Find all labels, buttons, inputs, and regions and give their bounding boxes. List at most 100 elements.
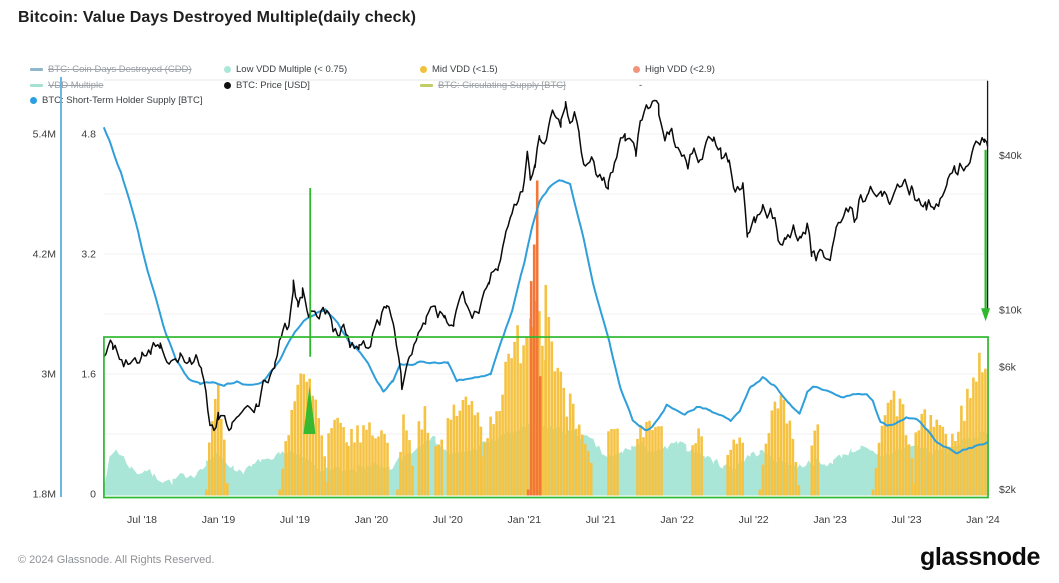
- vdd-bar: [532, 244, 536, 496]
- vdd-bar: [910, 458, 914, 496]
- vdd-bar: [981, 372, 984, 496]
- legend-item-btc-short-term-holder-supply-btc[interactable]: BTC: Short-Term Holder Supply [BTC]: [30, 94, 203, 107]
- legend-label: High VDD (<2.9): [645, 64, 715, 75]
- vdd-bar: [359, 442, 362, 496]
- vdd-bar: [208, 442, 211, 496]
- price-axis-tick: $10k: [999, 305, 1023, 317]
- vdd-bar: [437, 444, 440, 496]
- vdd-bar: [461, 400, 465, 496]
- vdd-bar: [565, 416, 569, 496]
- x-axis-tick: Jul '23: [892, 514, 922, 526]
- vdd-bar: [880, 425, 884, 496]
- legend-label: Mid VDD (<1.5): [432, 64, 498, 75]
- legend-label: Low VDD Multiple (< 0.75): [236, 64, 348, 75]
- vdd-bar: [660, 426, 663, 496]
- vdd-bar: [651, 430, 654, 496]
- supply-axis-tick: 3M: [41, 369, 56, 381]
- vdd-bar: [223, 439, 226, 496]
- vdd-bar: [214, 399, 217, 496]
- x-axis-tick: Jul '20: [433, 514, 463, 526]
- vdd-bar: [302, 374, 305, 496]
- legend-item-high-vdd-2-9[interactable]: High VDD (<2.9): [633, 63, 715, 76]
- vdd-bar: [966, 388, 969, 496]
- vdd-bar: [871, 489, 875, 496]
- vdd-bar: [296, 384, 299, 496]
- vdd-bar: [345, 442, 348, 496]
- vdd-bar: [467, 404, 471, 496]
- vdd-bar: [776, 408, 780, 496]
- vdd-bar: [889, 399, 893, 496]
- vdd-bar: [586, 451, 590, 496]
- vdd-bar: [938, 425, 942, 496]
- legend-label: -: [639, 80, 642, 91]
- vdd-bar: [420, 429, 424, 496]
- vdd-bar: [299, 373, 302, 496]
- vdd-bar: [559, 371, 563, 496]
- vdd-bar: [898, 398, 902, 496]
- legend-marker: [633, 66, 640, 73]
- vdd-bar: [767, 433, 771, 496]
- vdd-bar: [794, 462, 798, 496]
- vdd-bar: [333, 419, 336, 496]
- vdd-bar: [877, 442, 881, 496]
- supply-axis-tick: 1.8M: [33, 489, 56, 501]
- plot-hover-area[interactable]: [104, 80, 988, 497]
- vdd-bar: [405, 430, 408, 496]
- vdd-bar: [314, 399, 317, 496]
- page-title: Bitcoin: Value Days Destroyed Multiple(d…: [18, 9, 417, 26]
- vdd-bar: [694, 443, 697, 496]
- vdd-bar: [932, 426, 936, 496]
- legend-item-mid-vdd-1-5[interactable]: Mid VDD (<1.5): [420, 63, 498, 76]
- x-axis-tick: Jul '18: [127, 514, 157, 526]
- x-axis-tick: Jan '22: [660, 514, 694, 526]
- glassnode-logo: glassnode: [919, 543, 1040, 571]
- vdd-bar: [305, 381, 308, 496]
- vdd-bar: [455, 415, 459, 496]
- legend-label: VDD Multiple: [48, 80, 104, 91]
- legend-marker: [224, 66, 231, 73]
- legend-item-vdd-multiple[interactable]: VDD Multiple: [30, 79, 103, 92]
- vdd-bar: [791, 438, 795, 496]
- vdd-bar: [290, 409, 293, 496]
- vdd-bar: [513, 341, 516, 496]
- vdd-bar: [220, 418, 223, 496]
- vdd-bar: [732, 439, 735, 496]
- vdd-bar: [969, 398, 972, 496]
- vdd-bar: [816, 424, 820, 496]
- supply-axis-tick: 5.4M: [33, 129, 56, 141]
- copyright-text: © 2024 Glassnode. All Rights Reserved.: [18, 554, 215, 566]
- vdd-bar: [758, 489, 762, 496]
- vdd-bar: [501, 394, 504, 496]
- vdd-bar: [613, 429, 616, 496]
- vdd-bar: [489, 416, 492, 496]
- legend-item-btc-price-usd[interactable]: BTC: Price [USD]: [224, 79, 310, 92]
- vdd-bar: [323, 456, 326, 496]
- sth-supply-line: [103, 126, 989, 455]
- vdd-bar: [417, 421, 421, 496]
- legend-item-low-vdd-multiple-0-75[interactable]: Low VDD Multiple (< 0.75): [224, 63, 347, 76]
- vdd-bar: [371, 435, 374, 496]
- vdd-bar: [810, 445, 814, 496]
- legend-item-[interactable]: -: [633, 79, 642, 92]
- legend-label: BTC: Coin Days Destroyed (CDD): [48, 64, 192, 75]
- vdd-bar: [476, 412, 480, 496]
- vdd-bar: [941, 426, 945, 496]
- vdd-bar: [402, 414, 405, 496]
- vdd-bar: [353, 442, 356, 496]
- vdd-bar: [654, 427, 657, 496]
- vdd-bar: [211, 421, 214, 496]
- price-axis-tick: $6k: [999, 362, 1017, 374]
- legend-item-btc-coin-days-destroyed-cdd[interactable]: BTC: Coin Days Destroyed (CDD): [30, 63, 192, 76]
- vdd-bar: [735, 443, 738, 496]
- price-axis-tick: $2k: [999, 484, 1017, 496]
- legend-item-btc-circulating-supply-btc[interactable]: BTC: Circulating Supply [BTC]: [420, 79, 566, 92]
- vdd-bar: [691, 445, 694, 496]
- vdd-bar: [473, 415, 477, 496]
- vdd-bar: [770, 410, 774, 496]
- vdd-bar: [636, 438, 639, 496]
- vdd-bar: [544, 284, 548, 496]
- vdd-bar: [205, 489, 208, 496]
- legend-marker: [30, 97, 37, 104]
- x-axis-tick: Jul '22: [739, 514, 769, 526]
- vdd-bar: [761, 464, 765, 496]
